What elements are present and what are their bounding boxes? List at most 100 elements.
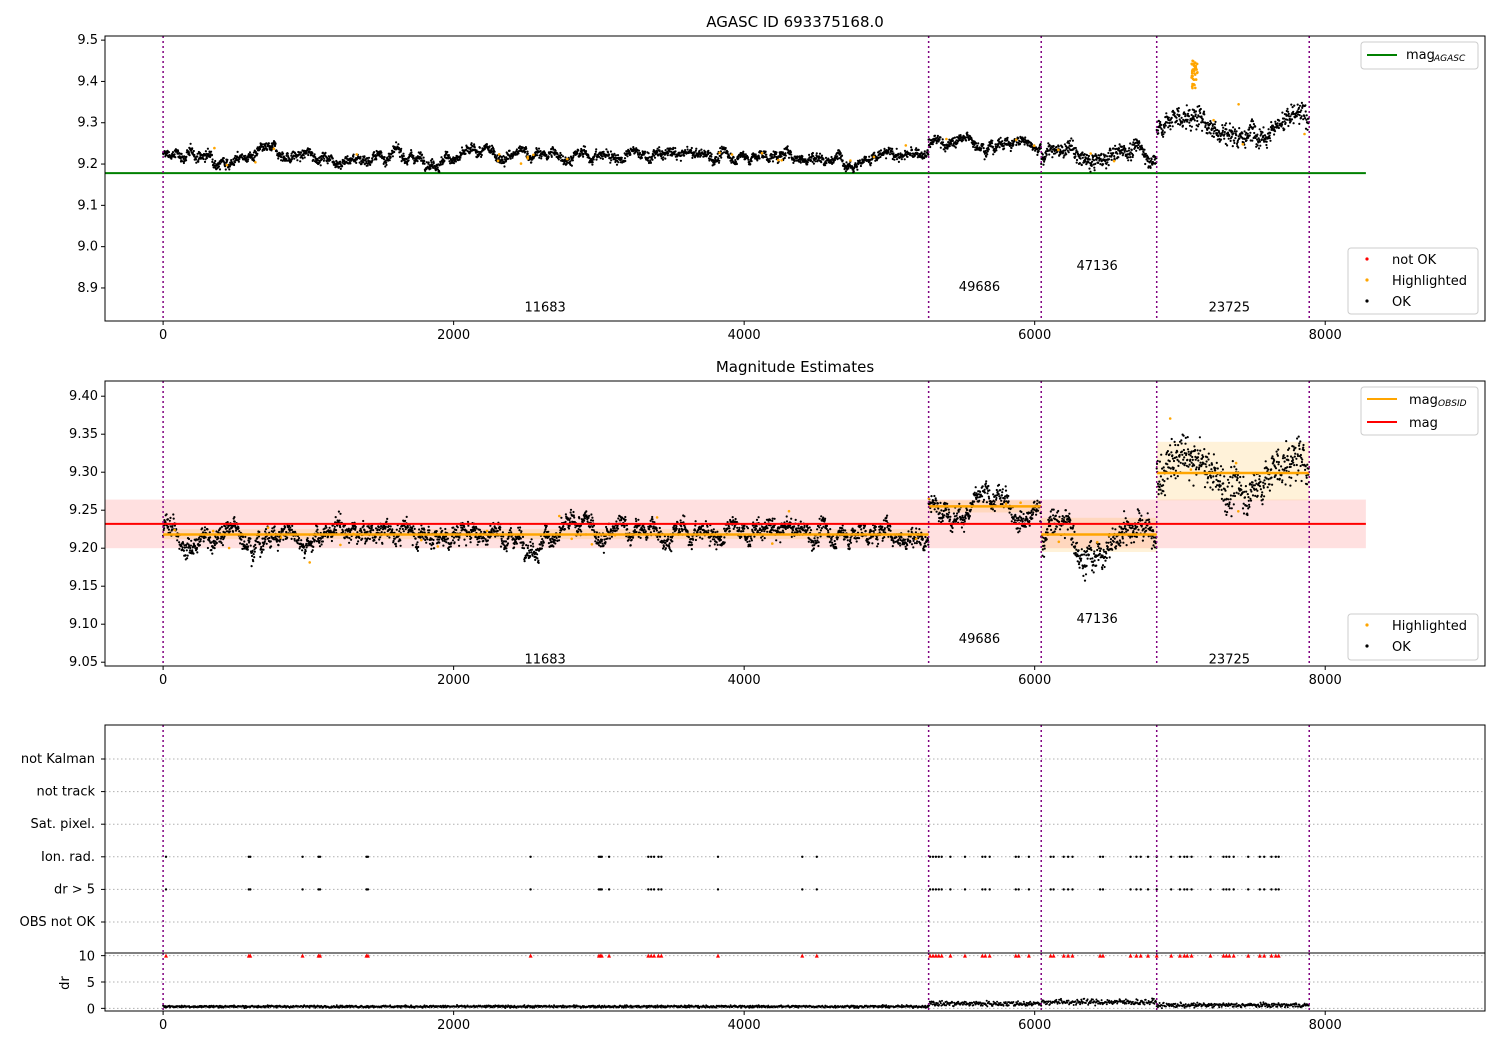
ok-point bbox=[252, 553, 255, 556]
ok-point bbox=[526, 546, 529, 550]
ok-point bbox=[172, 513, 175, 516]
ok-point bbox=[428, 165, 432, 168]
highlighted-point bbox=[1057, 148, 1060, 152]
ok-point bbox=[560, 153, 563, 157]
ok-point bbox=[371, 159, 374, 162]
ok-point bbox=[820, 161, 823, 164]
ok-point bbox=[1081, 156, 1084, 159]
ok-point bbox=[198, 544, 201, 547]
ok-point bbox=[441, 539, 444, 542]
highlighted-point bbox=[718, 151, 721, 155]
ok-point bbox=[1209, 120, 1212, 123]
ok-point bbox=[1129, 142, 1132, 145]
ok-point bbox=[195, 546, 199, 550]
ok-point bbox=[1092, 159, 1096, 162]
ok-point bbox=[667, 152, 670, 155]
ok-point bbox=[892, 152, 895, 155]
ok-point bbox=[373, 539, 376, 542]
ok-point bbox=[382, 158, 386, 161]
ok-point bbox=[406, 525, 409, 529]
ok-point bbox=[764, 150, 767, 153]
ok-point bbox=[363, 529, 366, 532]
ok-point bbox=[517, 152, 520, 155]
ok-point bbox=[264, 530, 267, 533]
ok-point bbox=[903, 158, 906, 161]
ok-point bbox=[1162, 135, 1165, 138]
ok-point bbox=[1222, 126, 1225, 129]
ok-point bbox=[719, 154, 722, 157]
ok-point bbox=[1210, 122, 1213, 125]
ok-point bbox=[478, 146, 481, 149]
ok-point bbox=[700, 148, 703, 151]
ok-point bbox=[362, 161, 365, 164]
ok-point bbox=[1246, 132, 1249, 135]
y-tick-label: 9.2 bbox=[77, 157, 98, 172]
ok-point bbox=[360, 162, 363, 165]
ok-point bbox=[1166, 121, 1169, 124]
ok-point bbox=[349, 162, 352, 165]
ok-point bbox=[424, 538, 427, 542]
ok-point bbox=[323, 530, 326, 534]
ok-point bbox=[972, 145, 975, 148]
ok-point bbox=[1286, 107, 1289, 110]
ok-point bbox=[1211, 123, 1215, 126]
ok-point bbox=[556, 153, 559, 156]
ok-points bbox=[162, 101, 1310, 174]
ok-point bbox=[1070, 144, 1073, 147]
ok-point bbox=[891, 147, 894, 150]
ok-point bbox=[541, 538, 544, 541]
ok-point bbox=[558, 535, 561, 538]
ok-point bbox=[1230, 135, 1233, 138]
ok-point bbox=[288, 528, 292, 532]
ok-point bbox=[1157, 132, 1160, 135]
ok-point bbox=[1083, 153, 1086, 156]
ok-point bbox=[411, 529, 414, 532]
ok-point bbox=[1193, 119, 1196, 122]
ok-point bbox=[1287, 112, 1290, 115]
ok-point bbox=[1227, 137, 1230, 140]
ok-point bbox=[577, 149, 580, 152]
ok-point bbox=[1265, 140, 1268, 143]
ok-point bbox=[1206, 128, 1209, 131]
ok-point bbox=[657, 154, 660, 157]
ok-point bbox=[248, 151, 252, 154]
ok-point bbox=[1015, 143, 1018, 147]
highlighted-point bbox=[780, 159, 783, 162]
ok-point bbox=[1306, 128, 1309, 131]
ok-point bbox=[178, 541, 181, 544]
ok-point bbox=[572, 154, 575, 158]
ok-point bbox=[1130, 159, 1133, 162]
y-tick-label: 8.9 bbox=[77, 281, 98, 296]
highlighted-point bbox=[777, 158, 780, 162]
panel-1-legend-top: mag AGASC bbox=[1360, 41, 1479, 70]
ok-point bbox=[1161, 129, 1164, 132]
ok-point bbox=[1278, 119, 1281, 122]
ok-point bbox=[814, 160, 817, 163]
ok-point bbox=[1221, 124, 1224, 127]
ok-point bbox=[704, 150, 707, 153]
ok-point bbox=[691, 156, 694, 159]
ok-point bbox=[1200, 121, 1203, 124]
ok-point bbox=[697, 153, 700, 156]
ok-point bbox=[1254, 125, 1257, 128]
ok-point bbox=[715, 156, 718, 159]
ok-point bbox=[506, 542, 510, 545]
ok-point bbox=[203, 526, 207, 529]
ok-point bbox=[421, 531, 424, 534]
ok-point bbox=[1048, 144, 1051, 147]
ok-point bbox=[425, 161, 428, 164]
ok-point bbox=[276, 549, 279, 552]
ok-point bbox=[1114, 144, 1117, 147]
ok-point bbox=[703, 155, 706, 158]
ok-point bbox=[171, 151, 175, 154]
ok-point bbox=[1081, 151, 1084, 154]
ok-point bbox=[535, 148, 538, 151]
ok-point bbox=[637, 155, 640, 159]
ok-point bbox=[1249, 131, 1252, 134]
highlighted-point bbox=[1194, 86, 1197, 90]
ok-point bbox=[202, 540, 205, 543]
ok-point bbox=[338, 519, 341, 522]
ok-point bbox=[404, 528, 407, 531]
ok-point bbox=[286, 536, 289, 539]
ok-point bbox=[289, 526, 292, 529]
